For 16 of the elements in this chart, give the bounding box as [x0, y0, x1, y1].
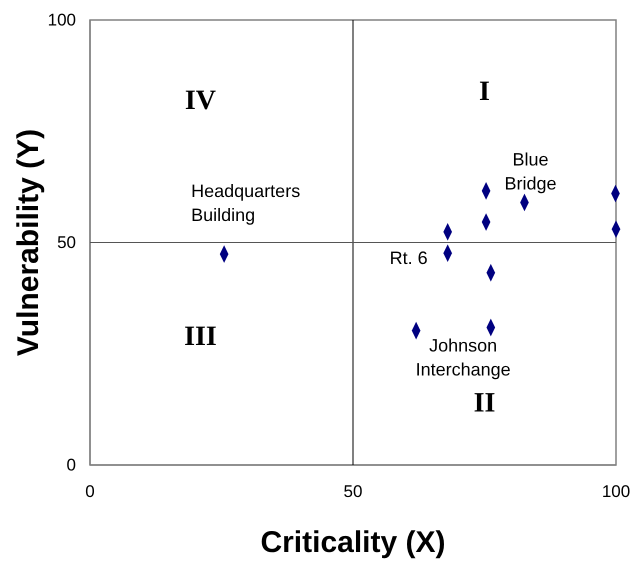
y-axis-title: Vulnerability (Y): [12, 128, 45, 356]
annotation: III: [184, 320, 217, 352]
annotation: II: [474, 388, 496, 419]
y-tick-label: 100: [48, 10, 76, 30]
y-tick-label: 50: [57, 232, 76, 252]
x-tick-label: 0: [85, 482, 95, 502]
annotation: IV: [184, 85, 216, 116]
annotation: Blue Bridge: [504, 149, 556, 194]
x-axis-title: Criticality (X): [260, 526, 446, 559]
annotation: Rt. 6: [390, 248, 428, 268]
x-tick-label: 50: [344, 482, 362, 502]
annotation: Johnson Interchange: [416, 336, 511, 380]
annotation: I: [479, 76, 490, 108]
x-tick-label: 100: [602, 482, 630, 502]
y-tick-label: 0: [66, 455, 76, 474]
annotation: Headquarters Building: [191, 181, 300, 226]
